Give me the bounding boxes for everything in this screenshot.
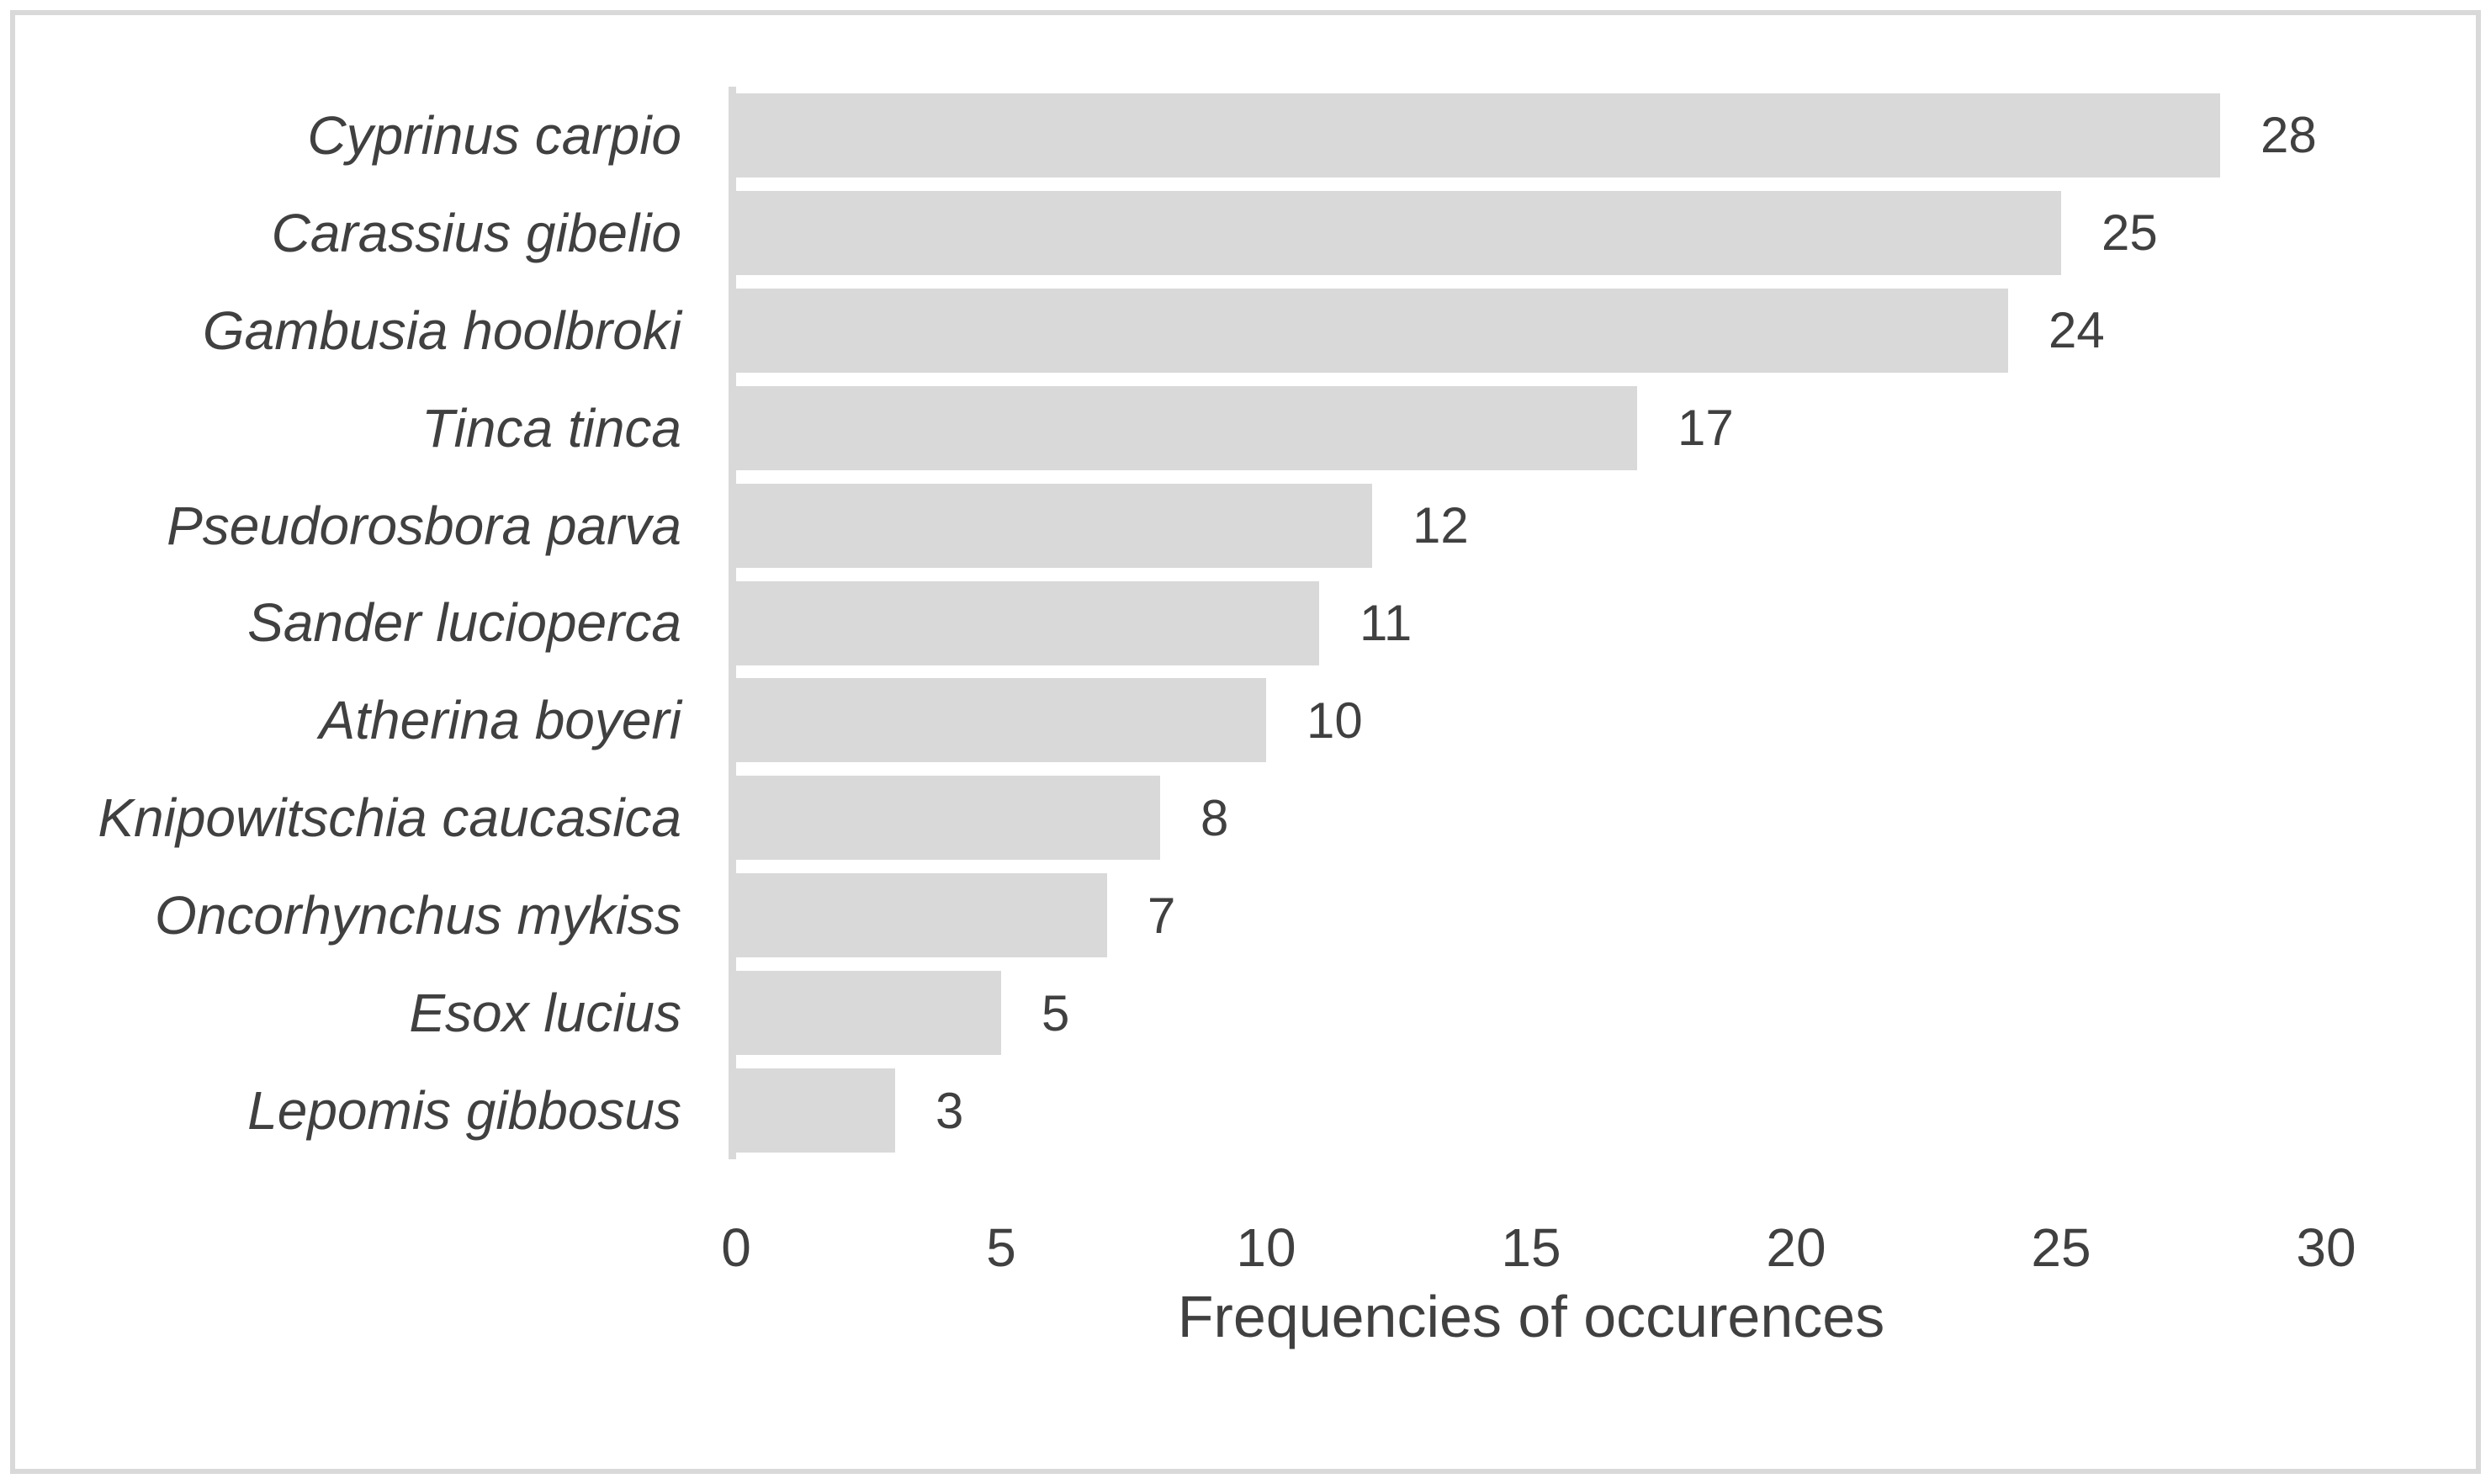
bar [736,873,1107,958]
value-label: 7 [1147,887,1176,944]
x-tick-label: 15 [1501,1217,1561,1278]
bar [736,1068,895,1153]
x-tick-label: 5 [986,1217,1016,1278]
category-label: Cyprinus carpio [307,104,681,166]
bar [736,971,1001,1056]
bar [736,93,2220,178]
value-label: 8 [1200,789,1229,846]
value-label: 24 [2048,302,2105,359]
bar [736,483,1372,568]
bar [736,580,1319,665]
bar [736,288,2008,373]
category-label: Esox lucius [409,983,681,1044]
bar [736,385,1637,470]
category-label: Knipowitschia caucasica [98,787,681,849]
category-label: Sander lucioperca [247,592,681,654]
bar [736,776,1160,861]
category-label: Tinca tinca [421,397,681,458]
y-axis-line [729,87,736,1159]
x-tick-label: 20 [1766,1217,1826,1278]
value-label: 28 [2260,107,2317,164]
value-label: 10 [1306,692,1363,749]
category-label: Lepomis gibbosus [247,1080,681,1142]
value-label: 11 [1359,594,1412,651]
value-label: 3 [935,1082,964,1139]
x-tick-label: 30 [2296,1217,2356,1278]
value-label: 5 [1041,984,1070,1041]
value-label: 12 [1412,497,1469,554]
x-tick-label: 25 [2031,1217,2091,1278]
value-label: 17 [1677,400,1734,457]
category-label: Atherina boyeri [319,690,681,751]
bar [736,678,1266,763]
category-label: Pseudorosbora parva [167,495,681,556]
category-label: Carassius gibelio [271,202,681,263]
x-tick-label: 10 [1236,1217,1296,1278]
bar [736,190,2061,275]
category-label: Gambusia hoolbroki [202,299,681,361]
value-label: 25 [2101,204,2158,262]
x-axis-title: Frequencies of occurences [1177,1284,1885,1349]
x-tick-label: 0 [721,1217,751,1278]
category-label: Oncorhynchus mykiss [155,885,681,946]
